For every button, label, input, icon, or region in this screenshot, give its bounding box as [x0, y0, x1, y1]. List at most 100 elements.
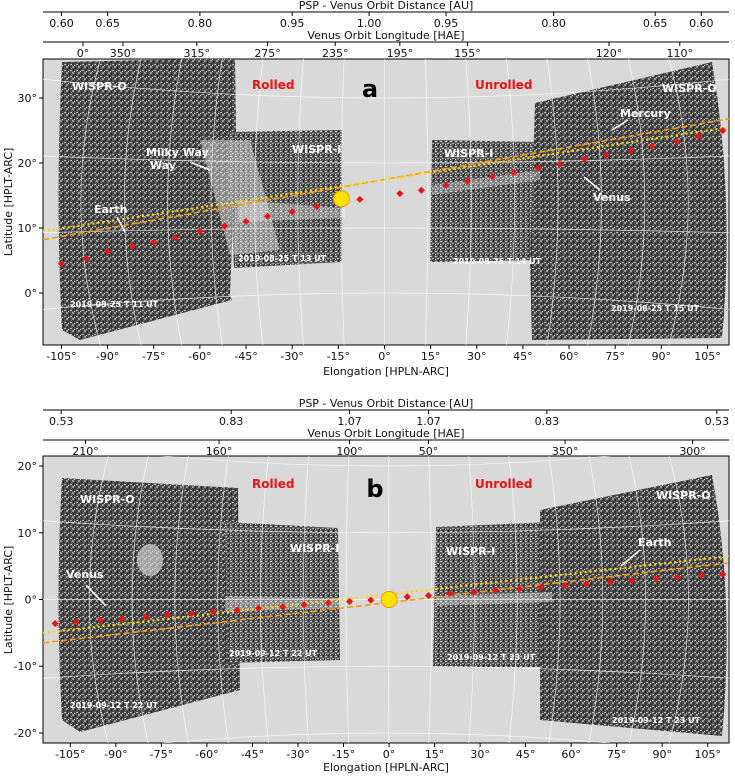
grid-meridian [424, 59, 429, 345]
data-point [648, 142, 656, 150]
data-point [719, 126, 727, 135]
top-tick-label: 0.53 [49, 415, 74, 428]
top-tick-label: 210° [72, 445, 99, 458]
data-point [118, 615, 126, 623]
x-tick-label: -15° [332, 748, 355, 761]
object-label: Earth [94, 203, 127, 216]
top-tick-label: 275° [254, 47, 281, 60]
y-tick-label: -20° [14, 727, 37, 740]
object-label: Milky Way [146, 146, 209, 159]
x-tick-label: 0° [378, 350, 391, 363]
data-point [97, 616, 105, 624]
grid-meridian [587, 59, 602, 345]
x-tick-label: -90° [104, 748, 127, 761]
data-point [396, 190, 404, 198]
roll-label: Rolled [252, 477, 294, 491]
data-point [403, 593, 411, 601]
data-point [233, 606, 241, 614]
grid-parallel [43, 292, 729, 310]
x-tick-label: -15° [327, 350, 350, 363]
data-point [324, 599, 332, 607]
x-tick-label: 105° [695, 748, 722, 761]
data-point [698, 571, 706, 580]
top-axis-1-label: PSP - Venus Orbit Distance [AU] [299, 397, 474, 410]
panel-a: PSP - Venus Orbit Distance [AU] 0.60 0.65… [2, 0, 730, 378]
wispr-i-left-image [228, 130, 342, 268]
data-point [57, 260, 65, 268]
x-tick-label: -60° [188, 350, 211, 363]
data-point [209, 607, 217, 616]
x-tick-label: 105° [694, 350, 721, 363]
x-tick-label: 0° [383, 748, 396, 761]
top-tick-label: 235° [322, 47, 349, 60]
x-tick-label: -105° [55, 748, 85, 761]
data-point [582, 580, 590, 588]
data-point [470, 588, 478, 596]
instrument-label: WISPR-O [656, 489, 711, 502]
x-ticks: -105° -90° -75° -60° -45° -30° -15° 0° 15° 30° 45°… [55, 743, 721, 761]
grid-meridian [465, 59, 472, 345]
grid-parallel [43, 520, 729, 534]
data-point [150, 238, 158, 246]
top-tick-label: 350° [110, 47, 137, 60]
top-tick-label: 0.80 [188, 17, 213, 30]
data-point [516, 585, 524, 593]
instrument-label: WISPR-O [80, 493, 135, 506]
instrument-label: WISPR-O [72, 80, 127, 93]
data-point [171, 234, 179, 242]
x-tick-label: -30° [286, 748, 309, 761]
data-point [51, 619, 59, 628]
x-tick-label: -90° [96, 350, 119, 363]
x-axis-label: Elongation [HPLN-ARC] [323, 365, 449, 378]
panel-letter: a [362, 75, 378, 103]
data-point [534, 164, 542, 172]
timestamp-label: 2019-09-12 T 22 UT [229, 649, 318, 658]
data-point [254, 604, 263, 612]
top-axis-2-ticks: 210° 160° 100° 50° 350° 300° [72, 440, 706, 458]
grid-parallel [43, 227, 729, 234]
wispr-o-right-image [540, 475, 727, 736]
top-tick-label: 0.65 [643, 17, 668, 30]
top-tick-label: 1.07 [416, 415, 441, 428]
grid-meridian [297, 59, 304, 345]
data-point [417, 186, 425, 194]
sun-marker [332, 190, 350, 208]
top-tick-label: 0.80 [541, 17, 566, 30]
top-tick-label: 110° [667, 47, 694, 60]
object-label: Mercury [620, 107, 671, 120]
data-point [367, 596, 375, 604]
x-tick-label: -45° [234, 350, 257, 363]
top-tick-label: 0.60 [689, 17, 714, 30]
top-axis-1-ticks: 0.60 0.65 0.80 0.95 1.00 0.95 0.80 0.65 0.60 [49, 12, 714, 30]
top-tick-label: 0.95 [280, 17, 305, 30]
x-tick-label: 45° [516, 748, 536, 761]
x-tick-label: -45° [241, 748, 264, 761]
red-points [57, 126, 727, 268]
object-label: Earth [638, 536, 671, 549]
panel-letter: b [366, 475, 383, 503]
data-point [537, 583, 545, 592]
x-tick-label: 30° [467, 350, 487, 363]
timestamp-label: 2019-08-25 T 11 UT [70, 300, 159, 309]
data-point [72, 618, 80, 626]
y-ticks: -20° -10° 0° 10° 20° [14, 460, 43, 740]
object-label-line2: Way [150, 159, 176, 172]
timestamp-label: 2019-09-12 T 23 UT [612, 716, 701, 725]
top-tick-label: 1.00 [357, 17, 382, 30]
top-tick-label: 1.07 [337, 415, 362, 428]
y-tick-label: 0° [25, 287, 38, 300]
top-tick-label: 0° [77, 47, 90, 60]
y-axis-label: Latitude [HPLT-ARC] [2, 546, 15, 655]
data-point [279, 603, 287, 611]
grid-meridian [167, 59, 182, 345]
x-tick-label: -30° [280, 350, 303, 363]
data-point [288, 208, 296, 216]
grid-parallel [161, 456, 611, 467]
top-tick-label: 0.83 [219, 415, 244, 428]
grid-meridian [80, 59, 101, 345]
data-point [188, 609, 196, 618]
y-tick-label: 0° [25, 594, 38, 607]
data-point [580, 155, 588, 163]
grid-meridian [210, 59, 223, 345]
top-tick-label: 0.53 [705, 415, 730, 428]
